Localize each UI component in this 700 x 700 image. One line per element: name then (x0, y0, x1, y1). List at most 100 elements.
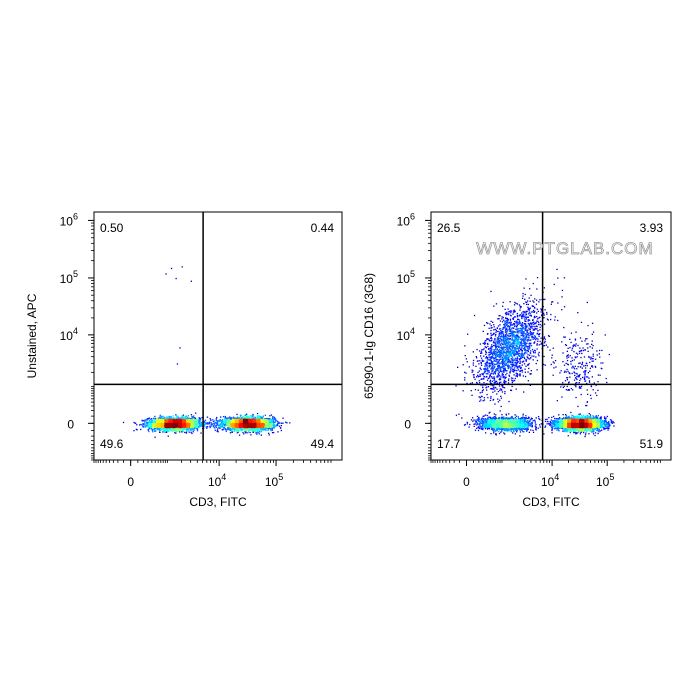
event-dot (145, 421, 148, 423)
event-dot (205, 426, 207, 428)
event-dot (188, 421, 190, 424)
event-dot (261, 419, 263, 421)
event-dot (219, 419, 222, 422)
event-dot (230, 420, 232, 422)
event-dot (253, 429, 256, 431)
event-dot (198, 419, 200, 421)
event-dot (268, 432, 270, 434)
event-dot (258, 426, 260, 429)
event-dot (242, 417, 245, 419)
event-dot (145, 425, 147, 427)
event-dot (274, 425, 276, 427)
event-dot (252, 413, 254, 416)
event-dot (275, 419, 277, 421)
event-dot (156, 418, 159, 421)
event-dot (248, 427, 251, 429)
event-dot (148, 423, 150, 426)
event-dot (179, 420, 181, 423)
event-dot (267, 429, 269, 431)
event-dot (222, 422, 225, 425)
event-dot (146, 424, 149, 426)
event-dot (226, 423, 228, 425)
event-dot (249, 417, 251, 419)
event-dot (224, 421, 227, 423)
event-dot (279, 426, 282, 429)
event-dot (154, 424, 156, 426)
event-dot (154, 423, 156, 425)
event-dot (238, 428, 240, 430)
event-dot (216, 426, 218, 428)
event-dot (163, 421, 165, 423)
event-dot (245, 426, 247, 429)
event-dot (141, 420, 144, 422)
event-dot (266, 419, 268, 421)
event-dot (247, 420, 250, 422)
event-dot (144, 424, 146, 426)
event-dot (147, 425, 149, 427)
event-dot (255, 420, 257, 422)
event-dot (175, 432, 177, 434)
event-dot (229, 417, 231, 419)
event-dot (247, 428, 250, 431)
event-dot (148, 420, 150, 422)
event-dot (223, 422, 225, 424)
event-dot (249, 418, 251, 421)
event-dot (216, 422, 219, 424)
event-dot (235, 428, 237, 430)
event-dot (174, 417, 177, 419)
event-dot (239, 417, 241, 419)
event-dot (271, 423, 273, 425)
event-dot (159, 415, 161, 417)
event-dot (171, 418, 173, 420)
event-dot (235, 429, 238, 431)
event-dot (266, 427, 269, 430)
event-dot (257, 419, 260, 421)
event-dot (212, 425, 214, 428)
event-dot (196, 421, 198, 423)
event-dot (192, 424, 194, 426)
event-dot (222, 428, 225, 431)
event-dot (160, 423, 163, 425)
event-dot (224, 418, 226, 420)
event-dot (183, 428, 186, 430)
event-dot (223, 423, 226, 426)
event-dot (178, 425, 180, 427)
event-dot (240, 428, 242, 430)
event-dot (245, 431, 247, 433)
event-dot (269, 426, 272, 428)
event-dot (250, 428, 252, 431)
event-dot (216, 416, 218, 419)
event-dot (197, 422, 199, 424)
event-dot (210, 419, 212, 421)
event-dot (200, 421, 202, 424)
event-dot (241, 421, 244, 423)
event-dot (194, 426, 197, 428)
event-dot (237, 429, 239, 431)
event-dot (179, 430, 182, 432)
event-dot (178, 426, 180, 428)
event-dot (208, 422, 210, 424)
event-dot (231, 429, 233, 431)
event-dot (150, 421, 152, 423)
event-dot (246, 429, 248, 431)
event-dot (216, 429, 219, 431)
event-dot (262, 426, 265, 429)
event-dot (162, 417, 165, 419)
event-dot (178, 418, 181, 420)
event-dot (267, 424, 269, 426)
event-dot (154, 421, 156, 423)
event-dot (267, 419, 269, 422)
event-dot (242, 431, 244, 434)
event-dot (221, 424, 224, 426)
event-dot (252, 415, 254, 418)
event-dot (234, 418, 236, 421)
event-dot (245, 427, 247, 429)
event-dot (239, 425, 241, 428)
event-dot (267, 418, 269, 420)
event-dot (282, 417, 284, 419)
event-dot (237, 431, 239, 433)
event-dot (265, 421, 267, 423)
event-dot (265, 422, 267, 424)
event-dot (234, 424, 236, 427)
event-dot (181, 414, 183, 417)
